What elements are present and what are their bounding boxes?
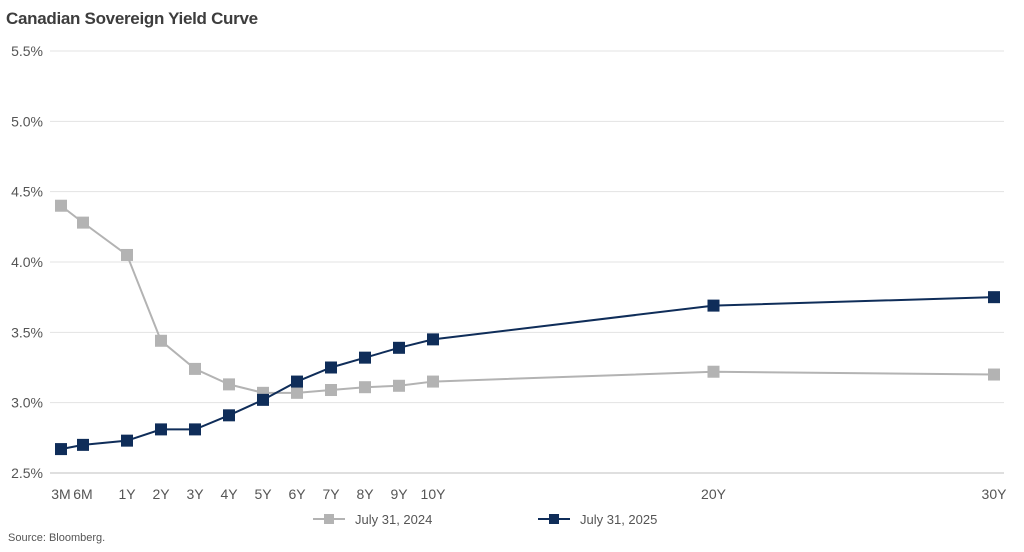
legend-item: July 31, 2025	[538, 512, 657, 527]
x-tick-label: 9Y	[390, 486, 408, 502]
series-layer	[55, 199, 1000, 456]
source-note: Source: Bloomberg.	[8, 532, 106, 544]
data-point	[189, 362, 201, 375]
y-tick-label: 5.5%	[11, 43, 43, 59]
y-tick-label: 2.5%	[11, 465, 43, 481]
x-tick-label: 4Y	[220, 486, 238, 502]
chart-title: Canadian Sovereign Yield Curve	[6, 9, 258, 28]
x-axis: 3M 6M 1Y 2Y 3Y 4Y 5Y 6Y 7Y 8Y 9Y 10Y 20Y 30Y	[51, 486, 1007, 502]
x-tick-label: 20Y	[701, 486, 727, 502]
data-point	[121, 434, 133, 447]
y-tick-label: 3.5%	[11, 324, 43, 340]
series-2	[55, 291, 1000, 456]
y-tick-label: 5.0%	[11, 113, 43, 129]
x-tick-label: 6M	[73, 486, 92, 502]
x-tick-label: 3Y	[186, 486, 204, 502]
data-point	[988, 368, 1000, 381]
data-point	[55, 199, 67, 212]
y-axis: 2.5% 3.0% 3.5% 4.0% 4.5% 5.0% 5.5%	[11, 43, 43, 481]
legend-marker	[549, 514, 559, 524]
data-point	[359, 351, 371, 364]
y-tick-label: 4.0%	[11, 254, 43, 270]
series-1	[55, 199, 1000, 399]
x-tick-label: 3M	[51, 486, 70, 502]
data-point	[707, 365, 720, 378]
data-point	[427, 333, 439, 346]
data-point	[291, 386, 303, 399]
x-tick-label: 30Y	[982, 486, 1008, 502]
y-tick-label: 4.5%	[11, 184, 43, 200]
data-point	[291, 375, 303, 388]
data-point	[223, 409, 235, 422]
data-point	[155, 334, 167, 347]
data-point	[77, 216, 89, 229]
legend-label: July 31, 2024	[355, 512, 432, 527]
legend-item: July 31, 2024	[313, 512, 432, 527]
data-point	[707, 299, 720, 312]
data-point	[55, 443, 67, 456]
data-point	[223, 378, 235, 391]
x-tick-label: 5Y	[254, 486, 272, 502]
data-point	[359, 381, 371, 394]
legend: July 31, 2024 July 31, 2025	[313, 512, 657, 527]
grid-lines	[50, 50, 1004, 474]
data-point	[393, 379, 405, 392]
x-tick-label: 6Y	[288, 486, 306, 502]
data-point	[427, 375, 439, 388]
x-tick-label: 2Y	[152, 486, 170, 502]
data-point	[257, 393, 269, 406]
data-point	[155, 423, 167, 436]
data-point	[325, 384, 337, 397]
legend-label: July 31, 2025	[580, 512, 657, 527]
data-point	[325, 361, 337, 374]
data-point	[393, 341, 405, 354]
x-tick-label: 8Y	[356, 486, 374, 502]
data-point	[988, 291, 1000, 304]
x-tick-label: 10Y	[421, 486, 447, 502]
x-tick-label: 7Y	[322, 486, 340, 502]
x-tick-label: 1Y	[118, 486, 136, 502]
data-point	[121, 248, 133, 261]
data-point	[189, 423, 201, 436]
legend-marker	[324, 514, 334, 524]
y-tick-label: 3.0%	[11, 395, 43, 411]
data-point	[77, 438, 89, 451]
